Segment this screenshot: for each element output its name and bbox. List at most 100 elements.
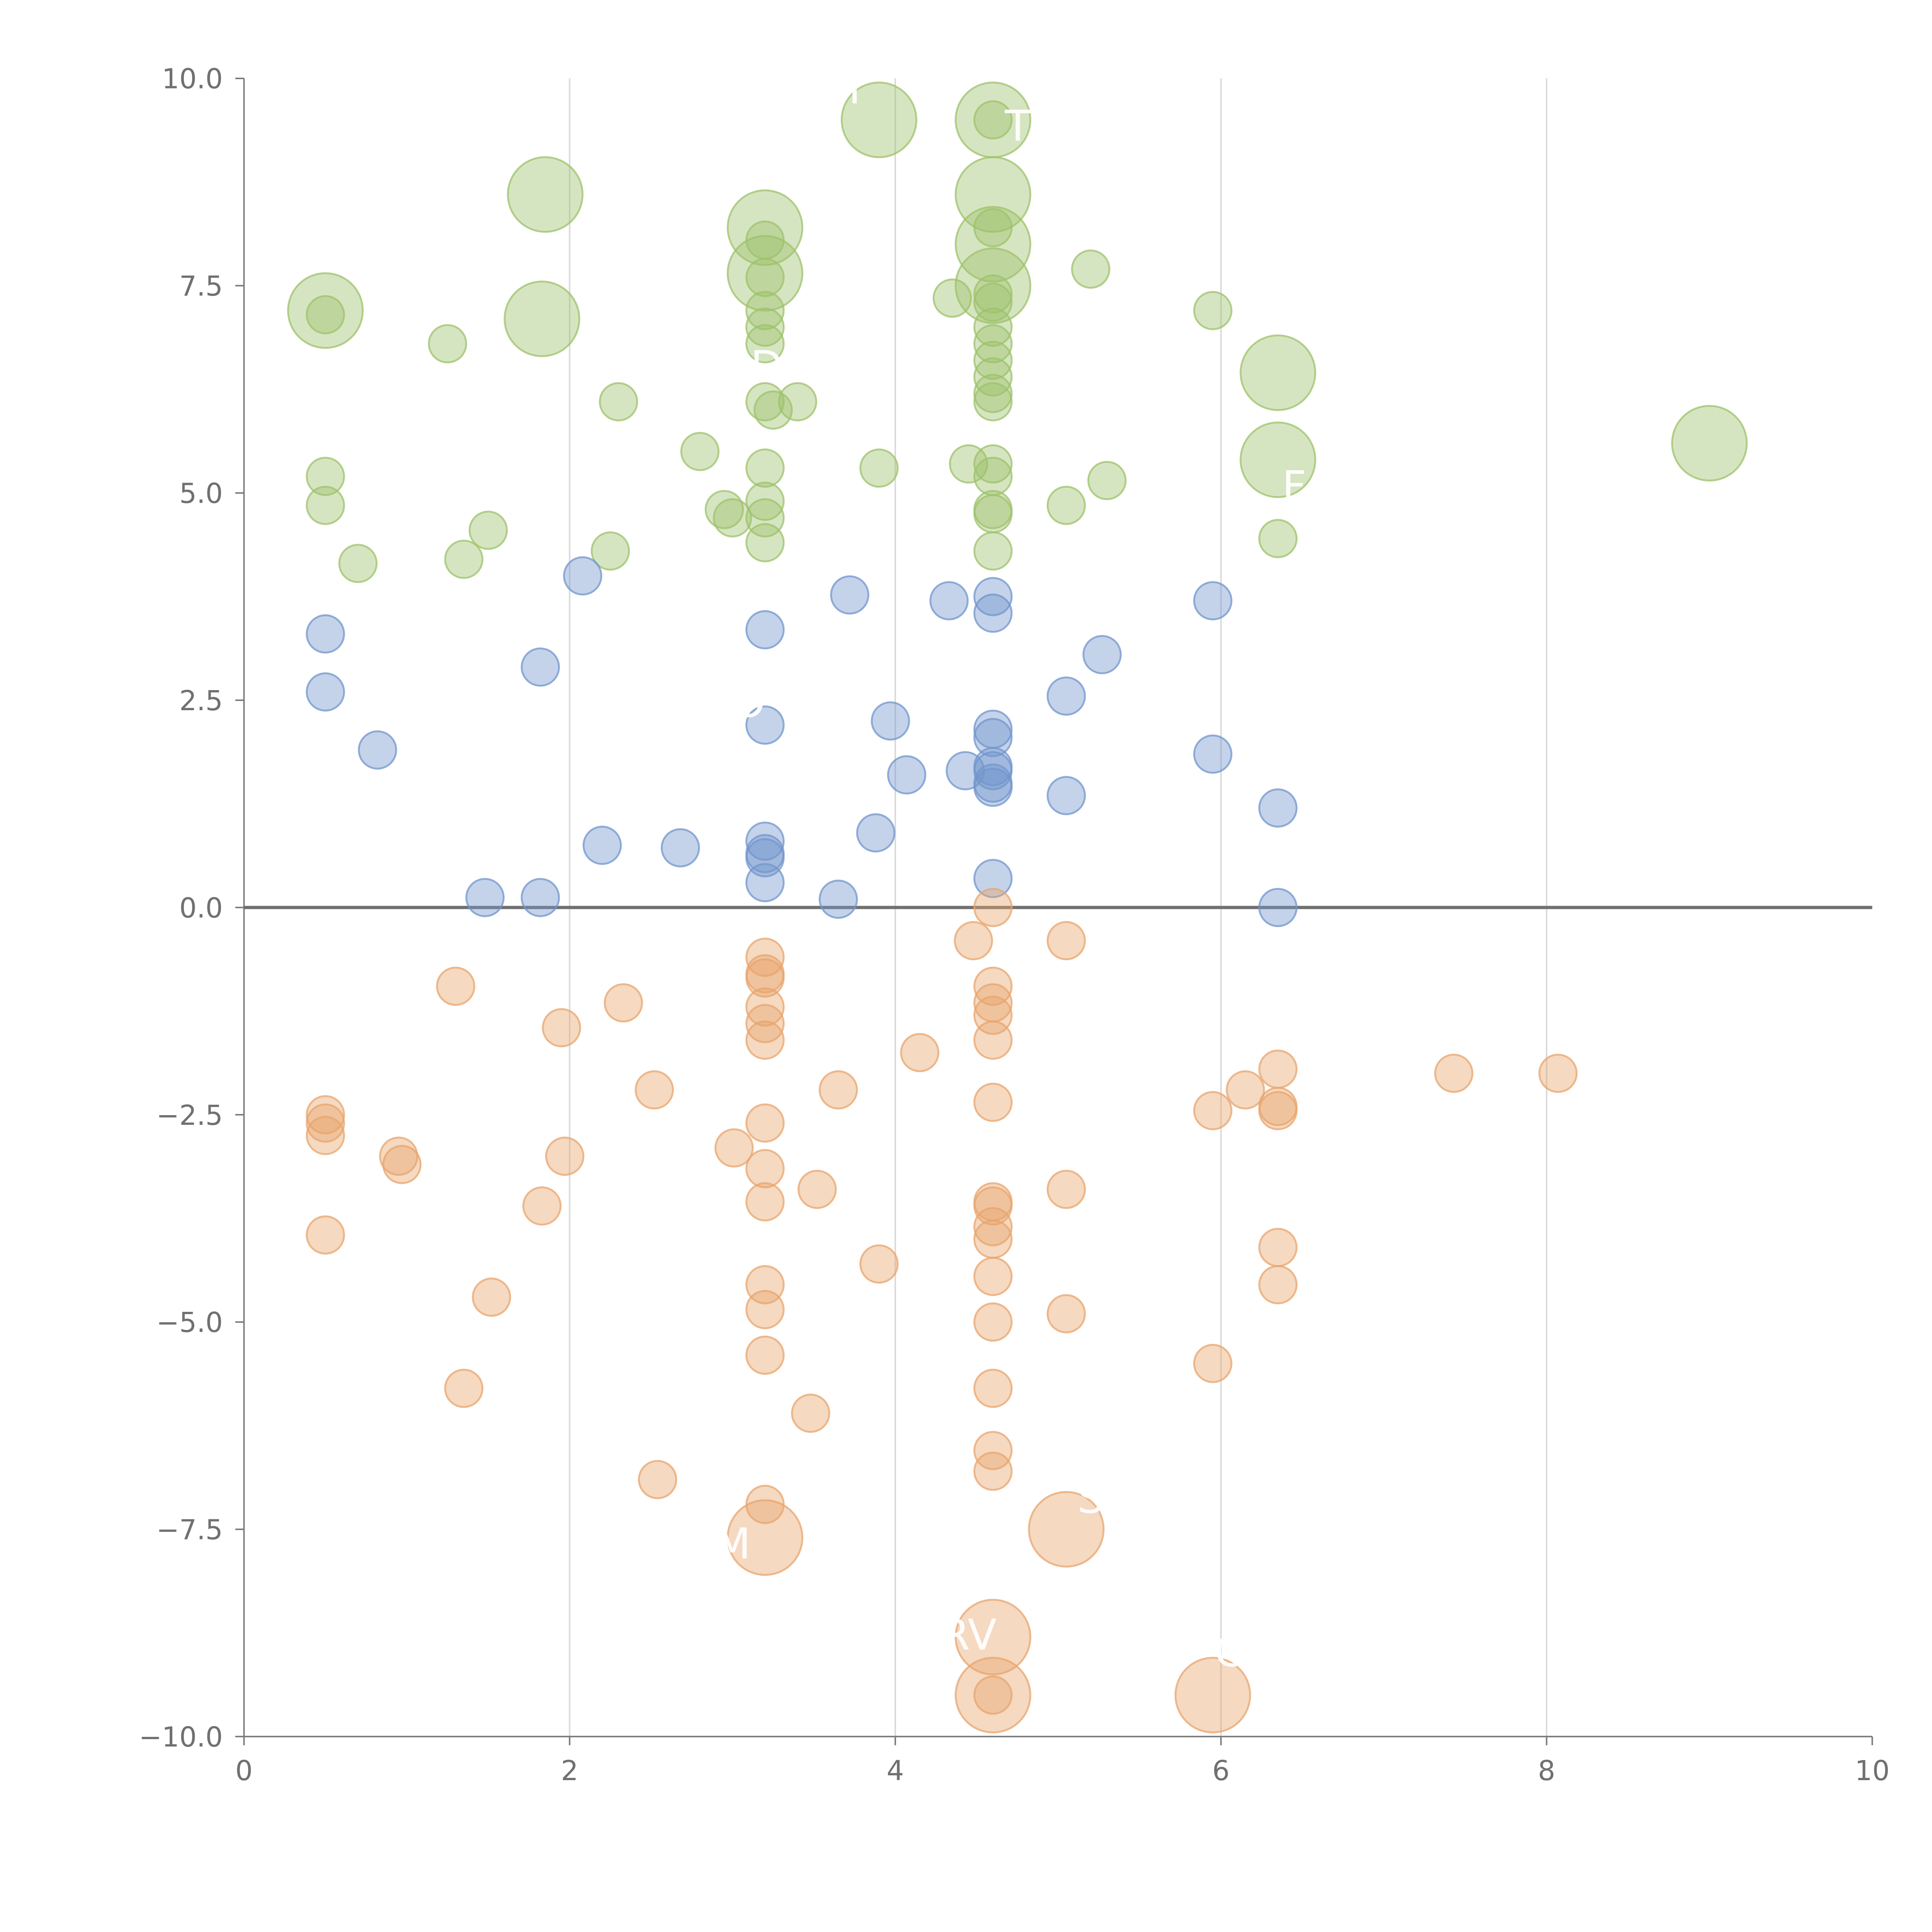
point-annotation: M <box>714 1519 751 1568</box>
y-tick-label: 2.5 <box>179 685 223 717</box>
point-annotation: F <box>1282 462 1306 511</box>
blue-point <box>973 718 1013 757</box>
point-annotation: O <box>732 677 765 727</box>
green-point <box>1087 461 1127 500</box>
blue-point <box>973 594 1013 633</box>
orange-point <box>745 1485 785 1524</box>
orange-point <box>1258 1049 1298 1089</box>
green-point <box>503 281 580 357</box>
blue-point <box>1082 635 1122 674</box>
orange-point <box>1028 1491 1105 1568</box>
blue-point <box>973 751 1013 791</box>
x-tick-label: 8 <box>1538 1755 1555 1787</box>
blue-point <box>830 575 869 615</box>
x-tick-label: 6 <box>1212 1755 1230 1787</box>
blue-point <box>745 705 785 745</box>
point-annotation: I <box>849 64 861 113</box>
blue-point <box>661 828 700 867</box>
green-point <box>713 498 752 537</box>
y-tick-label: −5.0 <box>156 1306 223 1338</box>
orange-point <box>542 1008 581 1048</box>
green-point <box>973 382 1013 422</box>
green-point <box>1240 421 1316 498</box>
blue-point <box>582 825 622 865</box>
green-point <box>973 531 1013 571</box>
green-point <box>428 324 467 364</box>
orange-point <box>306 1103 345 1143</box>
orange-point <box>1193 1344 1233 1383</box>
x-tick-label: 4 <box>886 1755 904 1787</box>
blue-point <box>745 610 785 650</box>
green-point <box>1258 519 1298 558</box>
y-tick-label: −7.5 <box>156 1514 223 1546</box>
green-point <box>468 510 508 550</box>
green-point <box>973 494 1013 534</box>
orange-point <box>973 1083 1013 1122</box>
orange-point <box>973 1451 1013 1491</box>
point-annotation: S <box>1077 1473 1104 1523</box>
green-point <box>287 272 364 349</box>
green-point <box>859 448 899 488</box>
green-point <box>745 324 785 364</box>
blue-point <box>929 581 969 621</box>
green-point <box>745 220 785 260</box>
orange-point <box>859 1244 899 1284</box>
green-point <box>306 295 345 335</box>
orange-point <box>1193 1091 1233 1131</box>
orange-point <box>1258 1091 1298 1131</box>
orange-point <box>954 1599 1031 1675</box>
x-tick-label: 10 <box>1855 1755 1889 1787</box>
point-annotation: RV <box>940 1610 997 1660</box>
orange-point <box>954 921 993 961</box>
point-annotation: TH <box>1005 101 1063 151</box>
blue-point <box>1258 788 1298 828</box>
blue-point <box>1193 581 1233 621</box>
green-point <box>973 324 1013 364</box>
blue-point <box>745 863 785 902</box>
orange-point <box>973 1302 1013 1342</box>
blue-point <box>520 878 560 917</box>
blue-point <box>520 647 560 687</box>
green-point <box>704 490 744 529</box>
green-point <box>444 539 484 579</box>
green-point <box>507 156 584 233</box>
orange-point <box>745 1103 785 1143</box>
blue-point <box>1258 888 1298 927</box>
orange-point <box>745 1290 785 1329</box>
green-point <box>680 432 720 471</box>
green-point <box>1071 249 1111 289</box>
green-point <box>745 448 785 488</box>
green-point <box>1193 291 1233 330</box>
green-point <box>726 189 803 266</box>
orange-point <box>604 983 643 1023</box>
orange-point <box>745 958 785 998</box>
orange-point <box>954 1656 1031 1733</box>
orange-point <box>1538 1053 1578 1093</box>
orange-point <box>973 1207 1013 1247</box>
orange-point <box>1046 1294 1086 1333</box>
green-point <box>973 100 1013 139</box>
green-point <box>973 274 1013 314</box>
orange-point <box>444 1369 484 1408</box>
y-tick-label: 0.0 <box>179 892 223 924</box>
orange-point <box>818 1070 858 1110</box>
point-annotation: DR <box>750 342 812 391</box>
orange-point <box>726 1499 803 1576</box>
green-point <box>745 258 785 297</box>
green-point <box>1671 405 1748 482</box>
blue-point <box>856 813 896 853</box>
green-point <box>973 444 1013 484</box>
blue-point <box>1046 676 1086 716</box>
blue-point <box>563 556 602 596</box>
blue-point <box>1046 776 1086 815</box>
green-point <box>973 374 1013 413</box>
orange-point <box>973 1020 1013 1060</box>
orange-point <box>306 1116 345 1155</box>
green-point <box>599 382 638 422</box>
orange-point <box>745 1182 785 1222</box>
orange-point <box>745 1335 785 1375</box>
green-point <box>840 82 917 158</box>
blue-point <box>465 878 505 917</box>
green-point <box>1240 334 1316 411</box>
orange-point <box>436 966 475 1006</box>
